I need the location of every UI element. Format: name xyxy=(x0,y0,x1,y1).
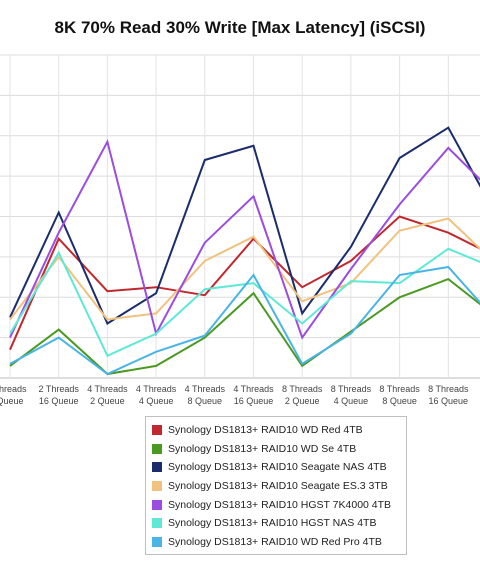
legend-label: Synology DS1813+ RAID10 Seagate ES.3 3TB xyxy=(168,480,388,493)
legend-label: Synology DS1813+ RAID10 HGST NAS 4TB xyxy=(168,517,377,530)
x-tick-label: Threads xyxy=(0,384,27,394)
legend-item: Synology DS1813+ RAID10 Seagate ES.3 3TB xyxy=(146,477,406,496)
x-tick-label: 4 Queue xyxy=(139,396,174,406)
legend-label: Synology DS1813+ RAID10 WD Se 4TB xyxy=(168,442,357,455)
x-tick-label: 8 Queue xyxy=(382,396,417,406)
legend-swatch xyxy=(152,536,162,547)
series-line-2 xyxy=(9,277,480,376)
series-line-7 xyxy=(9,265,480,376)
x-tick-label: 2 Queue xyxy=(285,396,320,406)
series-line-3 xyxy=(9,126,480,325)
legend-swatch xyxy=(152,425,162,436)
legend-swatch xyxy=(152,462,162,473)
legend-swatch xyxy=(152,443,162,454)
legend-item: Synology DS1813+ RAID10 WD Red 4TB xyxy=(146,421,406,440)
x-tick-label: 8 Threads xyxy=(331,384,372,394)
legend-label: Synology DS1813+ RAID10 Seagate NAS 4TB xyxy=(168,461,387,474)
line-chart: Threads Queue 2 Threads 16 Queue 4 Threads 2 … xyxy=(0,54,480,406)
x-tick-label: 4 Threads xyxy=(185,384,226,394)
x-tick-label: 16 Queue xyxy=(234,396,274,406)
legend-label: Synology DS1813+ RAID10 WD Red Pro 4TB xyxy=(168,535,382,548)
x-tick-label: 2 Queue xyxy=(90,396,125,406)
x-tick-label: Queue xyxy=(0,396,24,406)
series-lines xyxy=(9,126,480,376)
legend: Synology DS1813+ RAID10 WD Red 4TB Synolo… xyxy=(145,416,407,556)
series-line-5 xyxy=(9,139,480,340)
legend-swatch xyxy=(152,518,162,529)
legend-item: Synology DS1813+ RAID10 WD Se 4TB xyxy=(146,440,406,459)
series-line-4 xyxy=(9,217,480,321)
legend-item: Synology DS1813+ RAID10 Seagate NAS 4TB xyxy=(146,458,406,477)
legend-item: Synology DS1813+ RAID10 HGST 7K4000 4TB xyxy=(146,495,406,514)
x-tick-label: 16 Queue xyxy=(39,396,79,406)
x-tick-label: 4 Threads xyxy=(136,384,177,394)
chart-title: 8K 70% Read 30% Write [Max Latency] (iSC… xyxy=(54,18,426,37)
legend-swatch xyxy=(152,481,162,492)
legend-label: Synology DS1813+ RAID10 HGST 7K4000 4TB xyxy=(168,498,392,511)
legend-label: Synology DS1813+ RAID10 WD Red 4TB xyxy=(168,424,363,437)
grid-lines xyxy=(0,54,480,379)
x-tick-label: 4 Threads xyxy=(233,384,274,394)
x-axis: Threads Queue 2 Threads 16 Queue 4 Threads 2 … xyxy=(0,384,469,406)
legend-item: Synology DS1813+ RAID10 WD Red Pro 4TB xyxy=(146,533,406,552)
x-tick-label: 8 Queue xyxy=(188,396,223,406)
series-line-1 xyxy=(9,215,480,351)
x-tick-label: 4 Queue xyxy=(334,396,369,406)
legend-item: Synology DS1813+ RAID10 HGST NAS 4TB xyxy=(146,514,406,533)
x-tick-label: 2 Threads xyxy=(39,384,80,394)
x-tick-label: 8 Threads xyxy=(379,384,420,394)
legend-swatch xyxy=(152,499,162,510)
x-tick-label: 16 Queue xyxy=(429,396,469,406)
x-tick-label: 8 Threads xyxy=(428,384,469,394)
x-tick-label: 4 Threads xyxy=(87,384,128,394)
x-tick-label: 8 Threads xyxy=(282,384,323,394)
